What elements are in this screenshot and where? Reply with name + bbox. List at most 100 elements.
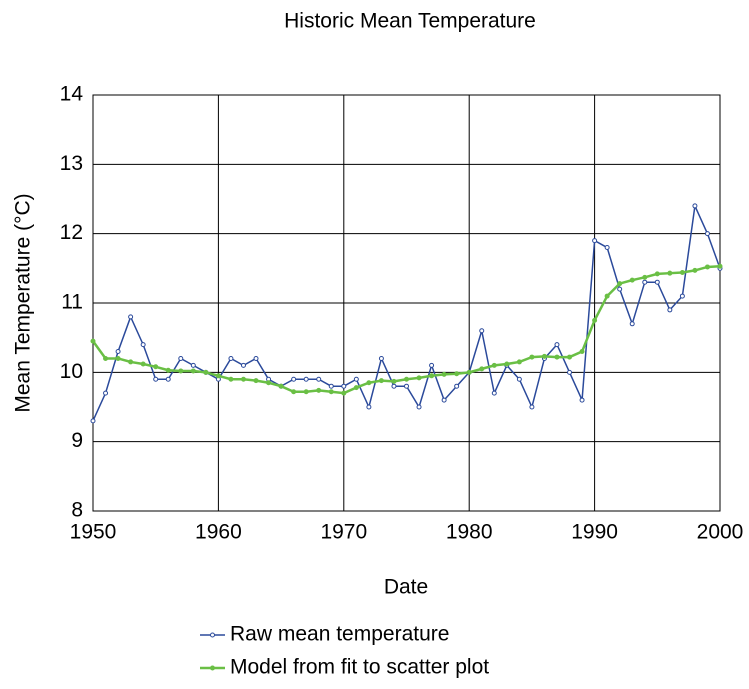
- point: [341, 383, 347, 389]
- point: [291, 389, 297, 395]
- point: [404, 383, 409, 389]
- point: [215, 373, 221, 379]
- point: [228, 376, 234, 382]
- point: [153, 376, 159, 382]
- point: [303, 376, 309, 382]
- point: [629, 277, 635, 283]
- point: [328, 389, 334, 395]
- point: [140, 342, 146, 348]
- point: [140, 361, 146, 367]
- point: [491, 390, 497, 396]
- point: [642, 274, 648, 280]
- point: [592, 317, 598, 323]
- y-tick-label: 11: [61, 291, 83, 314]
- x-tick-label: 1980: [446, 521, 493, 544]
- point: [429, 373, 435, 379]
- legend-label: Raw mean temperature: [230, 623, 449, 646]
- point: [592, 238, 598, 244]
- point: [704, 231, 710, 237]
- point: [391, 378, 397, 384]
- point: [579, 397, 585, 403]
- point: [404, 376, 409, 382]
- point: [165, 367, 171, 373]
- point: [291, 376, 297, 382]
- y-tick-label: 8: [71, 499, 83, 522]
- x-axis-label: Date: [384, 576, 428, 599]
- point: [679, 269, 685, 275]
- point: [529, 404, 535, 410]
- point: [441, 397, 447, 403]
- point: [240, 362, 246, 368]
- series-line: [91, 265, 721, 395]
- point: [717, 263, 723, 269]
- point: [679, 293, 685, 299]
- point: [165, 376, 171, 382]
- point: [378, 355, 384, 361]
- point: [466, 369, 472, 375]
- point: [454, 371, 460, 377]
- point: [629, 321, 635, 327]
- x-tick-label: 1960: [195, 521, 242, 544]
- point: [617, 286, 623, 292]
- point: [366, 380, 372, 386]
- point: [654, 279, 660, 285]
- point: [103, 355, 109, 361]
- point: [604, 293, 610, 299]
- point: [303, 389, 309, 395]
- point: [178, 368, 184, 374]
- point: [253, 378, 259, 384]
- point: [516, 376, 522, 382]
- point: [353, 376, 359, 382]
- point: [316, 376, 322, 382]
- point: [316, 387, 322, 393]
- point: [504, 361, 510, 367]
- x-tick-label: 1990: [571, 521, 618, 544]
- point: [90, 418, 96, 424]
- point: [178, 355, 184, 361]
- point: [416, 404, 422, 410]
- point: [516, 359, 522, 365]
- y-tick-label: 13: [60, 152, 83, 175]
- point: [115, 349, 121, 355]
- point: [128, 314, 134, 320]
- point: [278, 383, 284, 389]
- y-tick-label: 14: [60, 83, 84, 106]
- x-tick-label: 2000: [697, 521, 744, 544]
- chart-title: Historic Mean Temperature: [284, 10, 536, 33]
- point: [567, 369, 573, 375]
- point: [240, 376, 246, 382]
- point: [128, 359, 134, 365]
- point: [667, 270, 673, 276]
- point: [228, 355, 234, 361]
- legend-marker: [210, 665, 215, 671]
- point: [366, 404, 372, 410]
- point: [353, 385, 359, 391]
- point: [454, 383, 460, 389]
- point: [667, 307, 673, 313]
- point: [617, 281, 623, 287]
- point: [554, 342, 560, 348]
- point: [529, 354, 535, 360]
- x-tick-label: 1970: [320, 521, 367, 544]
- point: [341, 390, 347, 396]
- point: [554, 354, 560, 360]
- point: [253, 355, 259, 361]
- point: [328, 383, 334, 389]
- point: [579, 349, 585, 355]
- point: [642, 279, 648, 285]
- point: [441, 371, 447, 377]
- point: [103, 390, 109, 396]
- legend-marker: [210, 632, 215, 638]
- y-tick-label: 9: [71, 429, 83, 452]
- point: [491, 362, 497, 368]
- y-tick-label: 10: [60, 360, 83, 383]
- point: [541, 353, 547, 359]
- point: [190, 362, 196, 368]
- y-tick-label: 12: [60, 221, 83, 244]
- point: [692, 267, 698, 273]
- point: [266, 380, 272, 386]
- point: [115, 355, 121, 361]
- point: [203, 369, 209, 375]
- point: [153, 364, 159, 370]
